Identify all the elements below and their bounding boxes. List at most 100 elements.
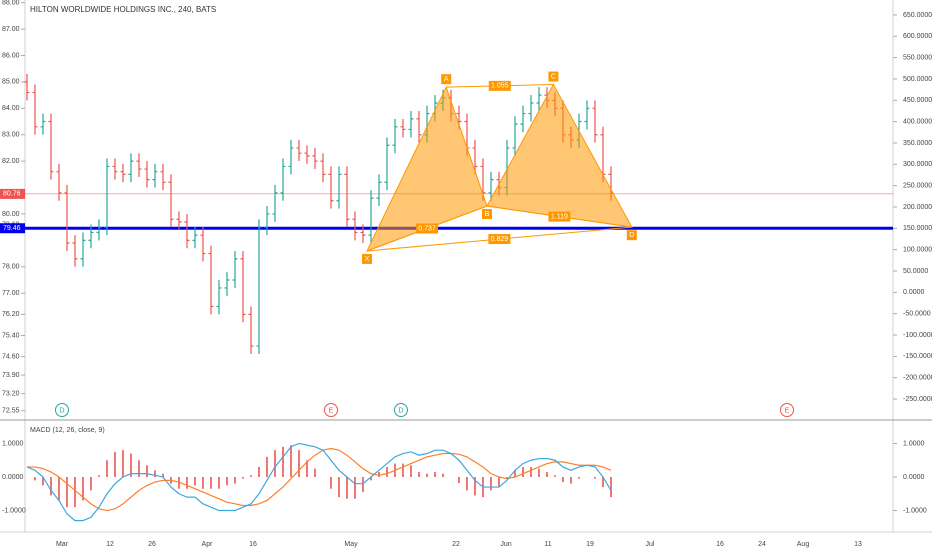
y2-tick-label: 350.0000 xyxy=(903,140,932,147)
ohlc-bar xyxy=(368,190,374,244)
histogram-bar xyxy=(442,473,444,477)
point-box xyxy=(482,209,492,220)
histogram-bar xyxy=(546,471,548,477)
macd-line xyxy=(26,442,612,522)
point-label: D xyxy=(629,232,634,239)
ohlc-bar xyxy=(280,158,286,201)
histogram-bar xyxy=(154,470,156,477)
ohlc-bar xyxy=(40,113,46,135)
y2-tick-label: -100.0000 xyxy=(903,332,932,339)
histogram-bar xyxy=(274,450,276,477)
ohlc-bar xyxy=(152,163,158,188)
point-box xyxy=(548,71,559,82)
histogram-bar xyxy=(578,477,580,479)
event-label: D xyxy=(398,407,403,414)
x-tick-label: Jul xyxy=(646,541,655,548)
event-label: E xyxy=(785,407,790,414)
histogram-bar xyxy=(490,477,492,491)
histogram-bar xyxy=(506,477,508,479)
histogram-bar xyxy=(418,471,420,477)
y-tick-label: 78.00 xyxy=(2,264,20,271)
histogram-bar xyxy=(298,450,300,477)
ohlc-bar xyxy=(168,174,174,228)
histogram-bar xyxy=(290,445,292,477)
y2-tick-label: 50.0000 xyxy=(903,268,928,275)
ohlc-bar xyxy=(32,84,38,135)
histogram-bar xyxy=(186,477,188,489)
event-marker xyxy=(324,403,338,417)
histogram-bar xyxy=(82,477,84,501)
point-box xyxy=(362,253,372,264)
histogram-bar xyxy=(42,477,44,486)
ohlc-bar xyxy=(264,206,270,236)
ohlc-bar xyxy=(512,116,518,156)
histogram-bar xyxy=(562,477,564,483)
y-tick-label: 73.90 xyxy=(2,372,20,379)
ohlc-bar xyxy=(392,118,398,154)
histogram-bar xyxy=(538,468,540,477)
ohlc-bar xyxy=(160,163,166,191)
ohlc-bar xyxy=(328,166,334,209)
histogram-bar xyxy=(250,475,252,477)
y-tick-label: 72.55 xyxy=(2,408,20,415)
ratio-box xyxy=(548,211,571,222)
ratio-box xyxy=(488,80,511,91)
ohlc-bar xyxy=(384,137,390,191)
y2-tick-label: 250.0000 xyxy=(903,183,932,190)
ohlc-bar xyxy=(528,95,534,122)
point-label: A xyxy=(444,76,449,83)
ohlc-bar xyxy=(352,211,358,241)
ohlc-bar xyxy=(520,105,526,133)
histogram-bar xyxy=(90,477,92,491)
histogram-bar xyxy=(474,477,476,496)
histogram-bar xyxy=(410,465,412,477)
ohlc-bar xyxy=(360,224,366,244)
histogram-bar xyxy=(522,466,524,477)
histogram-bar xyxy=(226,477,228,486)
y-tick-label-left: 1.0000 xyxy=(2,440,24,447)
ohlc-bar xyxy=(192,227,198,249)
ohlc-bar xyxy=(72,235,78,267)
x-tick-label: Mar xyxy=(56,541,69,548)
ohlc-bar xyxy=(400,118,406,138)
histogram-bar xyxy=(34,477,36,481)
ohlc-bar xyxy=(48,113,54,180)
x-tick-label: 12 xyxy=(106,541,114,548)
histogram-bar xyxy=(346,477,348,499)
histogram-bar xyxy=(202,477,204,489)
ohlc-bar xyxy=(144,161,150,188)
histogram-bar xyxy=(466,477,468,491)
ohlc-bar xyxy=(208,245,214,315)
ohlc-bar xyxy=(88,224,94,249)
ohlc-bar xyxy=(304,145,310,164)
point-box xyxy=(441,74,452,85)
ohlc-bar xyxy=(536,87,542,111)
ohlc-bar xyxy=(488,171,494,201)
histogram-bar xyxy=(530,466,532,477)
event-marker xyxy=(394,403,408,417)
ohlc-bar xyxy=(136,153,142,177)
x-tick-label: 11 xyxy=(544,541,551,548)
histogram-bar xyxy=(98,475,100,477)
price-label-box xyxy=(0,223,25,234)
histogram-bar xyxy=(218,477,220,489)
ohlc-bar xyxy=(288,140,294,175)
histogram-bar xyxy=(50,477,52,496)
histogram-bar xyxy=(178,477,180,489)
price-label: 80.76 xyxy=(3,191,21,198)
ohlc-bar xyxy=(376,174,382,207)
histogram-bar xyxy=(258,466,260,477)
x-tick-label: 13 xyxy=(854,541,862,548)
y-tick-label-left: -1.0000 xyxy=(2,507,26,514)
y-tick-label: 76.20 xyxy=(2,311,20,318)
x-tick-label: Apr xyxy=(202,541,214,548)
histogram-bar xyxy=(130,453,132,477)
y-tick-label: 82.00 xyxy=(2,158,20,165)
ohlc-bar xyxy=(128,153,134,183)
y-tick-label: 74.60 xyxy=(2,353,20,360)
ohlc-bar xyxy=(224,272,230,296)
ratio-label: 1.119 xyxy=(551,213,568,220)
histogram-bar xyxy=(282,446,284,477)
histogram-bar xyxy=(138,460,140,477)
